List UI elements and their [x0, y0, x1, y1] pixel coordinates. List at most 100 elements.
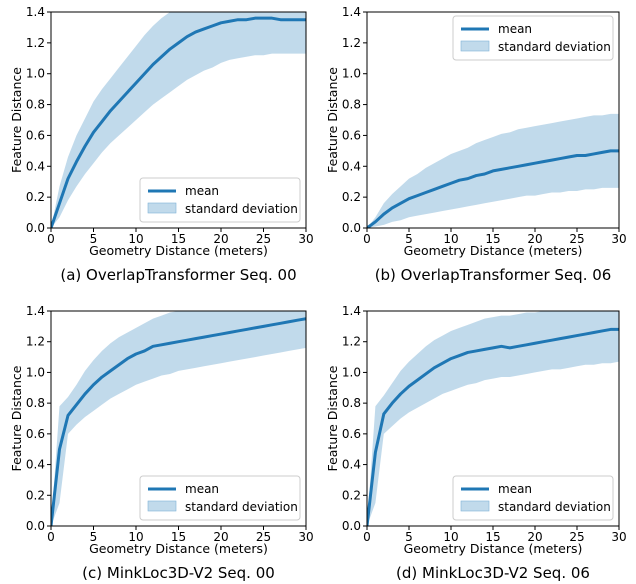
mean-line [367, 149, 619, 228]
panel-caption: (b) OverlapTransformer Seq. 06 [375, 266, 612, 284]
x-tick-label: 30 [298, 232, 313, 246]
legend-box [139, 475, 301, 521]
mean-line [367, 327, 619, 526]
y-tick-label: 1.4 [26, 304, 45, 318]
y-tick-label: 0.8 [26, 98, 45, 112]
x-tick-label: 30 [611, 530, 626, 544]
x-tick-label: 0 [47, 232, 55, 246]
y-tick-label: 0.4 [26, 458, 45, 472]
y-tick-label: 1.4 [342, 5, 361, 19]
y-tick-label: 1.2 [26, 36, 45, 50]
x-tick-label: 15 [485, 232, 500, 246]
mean-line [51, 317, 306, 526]
chart-panel-1: 0 5 10 15 20 25 30 0.0 0.2 0.4 0.6 0.8 1.0 1.2 1.4 Geom… [325, 5, 627, 284]
chart-panel-2: 0 5 10 15 20 25 30 0.0 0.2 0.4 0.6 0.8 1.0 1.2 1.4 Geom… [9, 304, 314, 582]
y-tick-label: 0.4 [342, 159, 361, 173]
legend-box [452, 475, 614, 521]
x-axis-label: Geometry Distance (meters) [404, 541, 583, 556]
panel-caption: (c) MinkLoc3D-V2 Seq. 00 [82, 564, 275, 582]
x-tick-label: 10 [128, 232, 143, 246]
y-tick-label: 0.0 [342, 221, 361, 235]
y-tick-label: 0.2 [26, 488, 45, 502]
legend: mean standard deviation [452, 475, 614, 521]
legend: mean standard deviation [452, 15, 614, 61]
y-tick-label: 0.6 [26, 427, 45, 441]
x-tick-label: 20 [213, 530, 228, 544]
panel-caption: (a) OverlapTransformer Seq. 00 [60, 266, 296, 284]
x-tick-label: 20 [527, 232, 542, 246]
x-tick-label: 10 [443, 530, 458, 544]
x-tick-label: 5 [405, 530, 413, 544]
x-axis-label: Geometry Distance (meters) [89, 243, 268, 258]
x-tick-label: 25 [256, 530, 271, 544]
legend-box [139, 177, 301, 223]
y-tick-label: 0.8 [26, 396, 45, 410]
x-tick-label: 0 [363, 530, 371, 544]
plot-area [51, 12, 306, 228]
x-tick-label: 25 [569, 232, 584, 246]
legend-box [452, 15, 614, 61]
legend-std-swatch [460, 40, 490, 52]
y-axis-label: Feature Distance [325, 67, 340, 173]
y-tick-label: 0.6 [342, 128, 361, 142]
y-axis-label: Feature Distance [9, 67, 24, 173]
chart-panel-3: 0 5 10 15 20 25 30 0.0 0.2 0.4 0.6 0.8 1.0 1.2 1.4 Geom… [325, 304, 627, 582]
y-tick-label: 1.4 [342, 304, 361, 318]
legend-std-label: standard deviation [498, 40, 611, 54]
x-tick-label: 5 [405, 232, 413, 246]
y-tick-label: 0.2 [342, 488, 361, 502]
y-tick-label: 0.2 [26, 190, 45, 204]
std-band [51, 311, 306, 526]
x-tick-label: 15 [171, 530, 186, 544]
x-tick-label: 25 [569, 530, 584, 544]
x-tick-label: 5 [90, 232, 98, 246]
y-tick-label: 1.4 [26, 5, 45, 19]
legend-mean-label: mean [498, 482, 532, 496]
y-tick-label: 1.2 [26, 335, 45, 349]
x-tick-label: 20 [527, 530, 542, 544]
y-tick-label: 0.6 [342, 427, 361, 441]
x-tick-label: 30 [611, 232, 626, 246]
x-tick-label: 20 [213, 232, 228, 246]
y-tick-label: 1.0 [342, 365, 361, 379]
plot-area [367, 113, 619, 228]
legend: mean standard deviation [139, 177, 301, 223]
chart-panel-0: 0 5 10 15 20 25 30 0.0 0.2 0.4 0.6 0.8 1.0 1.2 1.4 Geom… [9, 5, 314, 284]
y-axis-label: Feature Distance [325, 365, 340, 471]
plot-area [367, 311, 619, 526]
panel-caption: (d) MinkLoc3D-V2 Seq. 06 [396, 564, 590, 582]
x-tick-label: 10 [128, 530, 143, 544]
y-tick-label: 0.0 [342, 519, 361, 533]
y-axis-label: Feature Distance [9, 365, 24, 471]
y-tick-label: 0.4 [342, 458, 361, 472]
legend-std-swatch [460, 500, 490, 512]
x-tick-label: 25 [256, 232, 271, 246]
y-tick-label: 1.0 [26, 365, 45, 379]
y-tick-label: 0.4 [26, 159, 45, 173]
y-tick-label: 0.2 [342, 190, 361, 204]
x-tick-label: 15 [171, 232, 186, 246]
mean-line [51, 16, 306, 228]
x-tick-label: 0 [47, 530, 55, 544]
y-tick-label: 0.0 [26, 519, 45, 533]
legend-std-swatch [147, 202, 177, 214]
y-tick-label: 0.8 [342, 98, 361, 112]
x-tick-label: 0 [363, 232, 371, 246]
std-band [367, 311, 619, 526]
x-tick-label: 5 [90, 530, 98, 544]
plot-area [51, 311, 306, 526]
y-tick-label: 0.0 [26, 221, 45, 235]
y-tick-label: 1.2 [342, 36, 361, 50]
x-tick-label: 10 [443, 232, 458, 246]
y-tick-label: 0.6 [26, 128, 45, 142]
x-tick-label: 30 [298, 530, 313, 544]
x-axis-label: Geometry Distance (meters) [404, 243, 583, 258]
legend: mean standard deviation [139, 475, 301, 521]
y-tick-label: 0.8 [342, 396, 361, 410]
legend-std-label: standard deviation [185, 202, 298, 216]
x-axis-label: Geometry Distance (meters) [89, 541, 268, 556]
legend-mean-label: mean [498, 22, 532, 36]
legend-std-swatch [147, 500, 177, 512]
legend-mean-label: mean [185, 482, 219, 496]
